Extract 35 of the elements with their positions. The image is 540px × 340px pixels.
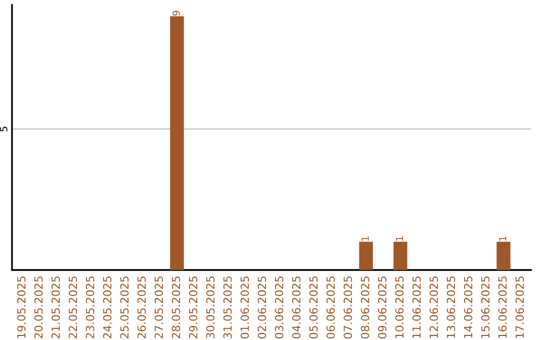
- x-tick-label: 22.05.2025: [68, 276, 78, 338]
- data-label: 1: [396, 236, 404, 241]
- x-tick-label: 01.06.2025: [240, 276, 249, 338]
- x-tick-label: 10.06.2025: [395, 276, 404, 338]
- x-tick-label: 06.06.2025: [326, 276, 335, 338]
- x-tick-label: 30.05.2025: [206, 276, 215, 338]
- x-tick-label: 04.06.2025: [292, 276, 300, 338]
- x-tick-label: 14.06.2025: [464, 276, 472, 338]
- x-tick-label: 17.06.2025: [516, 276, 524, 338]
- x-tick-label: 05.06.2025: [309, 276, 318, 338]
- x-tick-label: 27.05.2025: [154, 276, 164, 338]
- x-tick-label: 24.05.2025: [103, 276, 112, 338]
- data-label: 1: [499, 236, 506, 241]
- data-label: 1: [362, 236, 369, 241]
- x-tick-label: 16.06.2025: [498, 276, 507, 338]
- data-label: 9: [172, 10, 180, 16]
- x-tick-label: 28.05.2025: [172, 276, 180, 338]
- x-tick-label: 19.05.2025: [17, 276, 26, 338]
- x-tick-label: 09.06.2025: [378, 276, 386, 338]
- x-tick-label: 03.06.2025: [274, 276, 284, 338]
- x-tick-label: 31.05.2025: [223, 276, 232, 338]
- x-tick-label: 25.05.2025: [120, 276, 129, 338]
- x-tick-label: 12.06.2025: [430, 276, 438, 338]
- x-tick-label: 23.05.2025: [86, 276, 94, 338]
- x-tick-label: 15.06.2025: [481, 276, 490, 338]
- x-tick-label: 11.06.2025: [412, 276, 421, 338]
- x-tick-label: 13.06.2025: [446, 276, 456, 338]
- x-tick-label: 26.05.2025: [137, 276, 146, 338]
- x-tick-label: 29.05.2025: [188, 276, 198, 338]
- x-tick-label: 21.05.2025: [52, 276, 60, 338]
- x-tick-label: 20.05.2025: [34, 276, 43, 338]
- x-tick-label: 08.06.2025: [360, 276, 370, 338]
- y-tick-label: 5: [0, 126, 8, 132]
- x-tick-label: 02.06.2025: [258, 276, 266, 338]
- x-tick-label: 07.06.2025: [344, 276, 352, 338]
